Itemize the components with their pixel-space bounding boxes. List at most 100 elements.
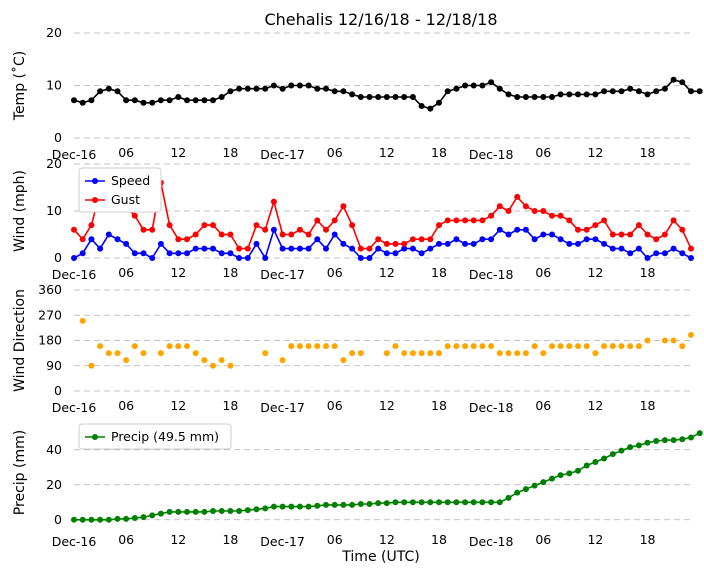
temp-data-point [479,82,486,89]
wind-data-point [383,250,390,257]
temp-data-point [531,94,538,100]
precip-data-point [601,455,608,462]
wind-data-point [505,231,512,238]
wind-data-point [453,236,460,243]
wind-data-point [418,250,425,257]
wind-data-point [314,236,321,243]
precip-data-point [453,499,460,506]
dir-y-tick-label: 360 [38,282,62,297]
temp-data-point [557,91,564,98]
wind-data-point [409,236,416,243]
dir-data-point [383,350,390,357]
wind-legend-marker [92,178,98,184]
wind-data-point [123,240,130,247]
precip-data-point [305,503,312,510]
temp-data-point [123,97,130,104]
wind-data-point [601,217,608,224]
precip-data-point [401,499,408,506]
temp-data-point [635,88,642,95]
temp-data-point [688,88,694,95]
dir-data-point [349,350,356,357]
precip-x-tick-label: Dec-16 [52,534,97,549]
temp-data-point [236,85,243,92]
wind-data-point [210,222,216,229]
temp-data-point [522,94,529,100]
dir-data-point [88,362,95,369]
wind-data-point [305,245,312,252]
wind-data-point [157,240,164,247]
precip-data-point [184,508,190,515]
wind-data-point [88,236,95,243]
wind-x-tick-label: Dec-18 [469,267,514,282]
temp-data-point [583,91,590,98]
wind-data-point [279,231,286,238]
precip-data-point [418,499,425,506]
wind-data-point [427,236,434,243]
temp-data-point [496,85,503,92]
dir-x-tick-label: 18 [640,398,656,413]
wind-data-point [592,236,599,243]
wind-data-point [175,236,182,243]
precip-x-tick-label: 18 [222,532,238,547]
precip-data-point [392,499,399,506]
temp-data-point [184,97,190,104]
wind-data-point [88,222,95,229]
dir-x-tick-label: Dec-18 [469,400,514,415]
precip-data-point [253,506,260,513]
temp-y-tick-label: 10 [46,78,62,93]
temp-panel: 0 10 20 Dec-16 06 12 18 Dec-17 06 12 18 Dec-18 06 12 1… [11,25,703,162]
temp-data-point [427,105,434,112]
dir-data-point [123,357,130,364]
precip-y-tick-label: 0 [54,512,62,527]
wind-data-point [114,236,121,243]
precip-data-point [88,516,95,523]
wind-data-point [661,250,668,257]
dir-y-tick-label: 90 [46,358,62,373]
precip-data-point [349,501,356,508]
temp-data-point [549,94,555,100]
wind-data-point [514,193,521,200]
temp-data-point [470,82,477,89]
dir-data-point [496,350,503,357]
dir-x-tick-label: Dec-17 [260,400,305,415]
wind-data-point [288,245,295,252]
dir-data-point [635,343,642,350]
dir-x-tick-label: 06 [327,398,343,413]
precip-data-point [192,508,199,515]
temp-data-point [627,85,634,92]
temp-data-point [653,88,660,95]
precip-x-tick-label: 06 [327,532,343,547]
dir-data-point [453,343,460,350]
temp-data-point [540,94,547,100]
wind-data-point [488,212,495,219]
dir-data-point [131,343,138,350]
dir-data-point [314,343,321,350]
x-axis-label: Time (UTC) [341,549,419,565]
precip-data-point [270,503,277,510]
wind-data-point [670,217,677,224]
temp-data-point [331,88,338,95]
wind-data-point [522,203,529,210]
dir-data-point [323,343,329,350]
wind-data-point [444,240,451,247]
wind-data-point [218,250,225,257]
wind-data-point [149,255,156,261]
precip-data-point [323,501,329,508]
precip-data-point [688,434,694,441]
wind-data-point [253,240,260,247]
temp-x-tick-label: 06 [327,145,343,160]
wind-data-point [331,231,338,238]
wind-data-point [488,236,495,243]
dir-data-point [470,343,477,350]
dir-data-point [331,343,338,350]
wind-x-tick-label: 18 [431,265,447,280]
precip-data-point [575,467,581,474]
wind-data-point [331,217,338,224]
dir-data-point [679,343,686,350]
dir-data-point [436,350,442,357]
wind-data-point [262,226,269,233]
temp-x-tick-label: 06 [118,145,134,160]
dir-data-point [670,337,677,344]
wind-data-point [184,236,190,243]
dir-data-point [279,357,286,364]
